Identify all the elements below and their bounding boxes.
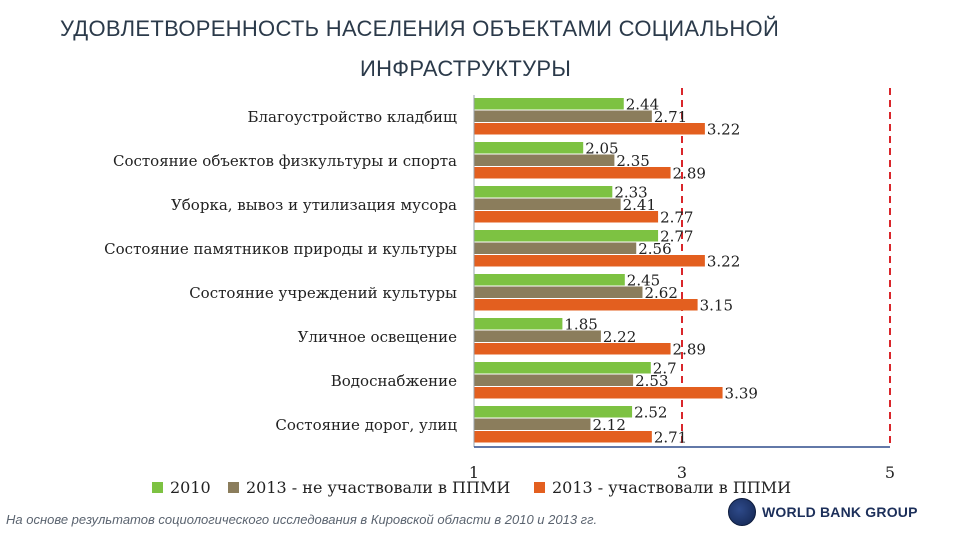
bar-2-6 [474,387,723,399]
legend-label-0: 2010 [170,478,211,497]
bar-2-0 [474,123,705,135]
bar-1-3 [474,242,637,254]
logo-text: WORLD BANK GROUP [762,504,918,520]
data-label: 2.12 [592,416,625,434]
bar-2-4 [474,299,698,311]
x-tick-label: 3 [677,463,687,482]
legend-label-2: 2013 - участвовали в ППМИ [552,478,791,497]
category-label: Состояние объектов физкультуры и спорта [113,152,457,170]
data-label: 1.85 [564,316,597,334]
chart-title-line1: УДОВЛЕТВОРЕННОСТЬ НАСЕЛЕНИЯ ОБЪЕКТАМИ СО… [60,16,780,41]
data-label: 2.56 [638,240,671,258]
legend-label-1: 2013 - не участвовали в ППМИ [246,478,510,497]
category-label: Состояние дорог, улиц [275,416,457,434]
data-label: 2.33 [614,184,647,202]
category-label: Водоснабжение [331,372,457,390]
data-label: 2.7 [653,360,677,378]
category-label: Состояние памятников природы и культуры [104,240,457,258]
bar-2-2 [474,211,659,223]
x-tick-label: 5 [885,463,895,482]
chart-title-line2: ИНФРАСТРУКТУРЫ [360,56,572,81]
globe-icon [728,498,756,526]
bar-1-7 [474,418,591,430]
data-label: 2.45 [627,272,660,290]
category-label: Уборка, вывоз и утилизация мусора [171,196,457,214]
bar-1-0 [474,110,652,122]
data-label: 2.35 [616,152,649,170]
category-label: Благоустройство кладбищ [247,108,457,126]
data-label: 2.71 [654,108,687,126]
data-label: 3.22 [707,253,740,271]
data-label: 2.44 [626,96,659,114]
bar-1-5 [474,330,601,342]
bar-2-5 [474,343,671,355]
bar-1-2 [474,198,621,210]
data-label: 2.71 [654,429,687,447]
bar-0-1 [474,142,584,154]
data-label: 2.77 [660,228,693,246]
category-label: Уличное освещение [298,328,458,346]
bar-0-4 [474,274,625,286]
data-label: 3.15 [700,297,733,315]
data-label: 2.77 [660,209,693,227]
bar-0-6 [474,362,651,374]
bar-0-2 [474,186,613,198]
data-label: 3.22 [707,121,740,139]
bar-0-5 [474,318,563,330]
legend-swatch-0 [152,482,163,493]
data-label: 3.39 [725,385,758,403]
data-label: 2.52 [634,404,667,422]
bar-1-4 [474,286,643,298]
bar-1-6 [474,374,634,386]
data-label: 2.53 [635,372,668,390]
bar-2-3 [474,255,705,267]
category-label: Состояние учреждений культуры [189,284,457,302]
bar-0-3 [474,230,659,242]
data-label: 2.62 [644,284,677,302]
bar-2-7 [474,431,652,443]
source-note: На основе результатов социологического и… [6,512,598,527]
bar-0-7 [474,406,633,418]
world-bank-logo: WORLD BANK GROUP [728,498,918,526]
data-label: 2.41 [623,196,656,214]
data-label: 2.05 [585,140,618,158]
x-tick-label: 1 [469,463,479,482]
legend-swatch-2 [534,482,545,493]
data-label: 2.22 [603,328,636,346]
bar-1-1 [474,154,615,166]
data-label: 2.89 [673,341,706,359]
bar-0-0 [474,98,624,110]
data-label: 2.89 [673,165,706,183]
bar-2-1 [474,167,671,179]
legend-swatch-1 [228,482,239,493]
